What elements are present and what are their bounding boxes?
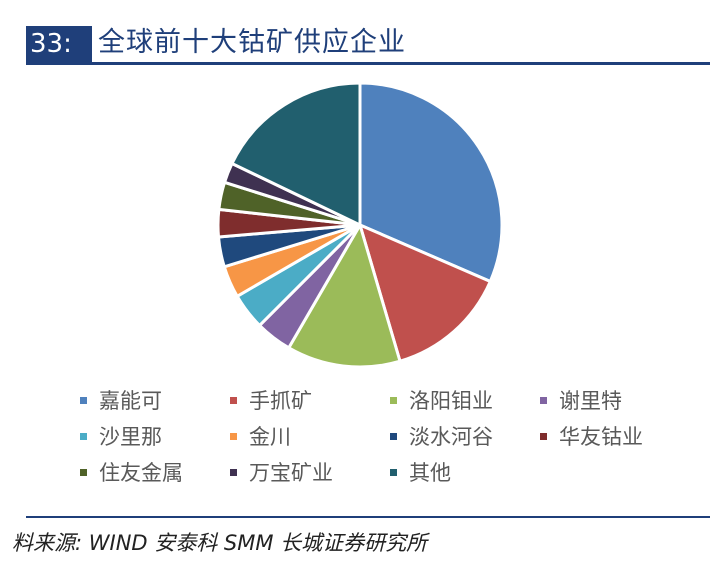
legend-item: 洛阳钼业 [390,386,493,416]
legend-swatch [80,432,87,440]
legend-item: 淡水河谷 [390,422,493,452]
pie-slice [358,81,504,284]
legend-swatch [390,432,397,440]
legend-swatch [230,432,237,440]
legend-item: 华友钴业 [540,422,643,452]
legend-item: 金川 [230,422,291,452]
legend-item: 谢里特 [540,386,622,416]
title-underline [26,62,710,65]
legend-label: 金川 [249,425,291,449]
legend-item: 万宝矿业 [230,458,333,488]
figure-header: 33: 全球前十大钴矿供应企业 [0,14,720,65]
legend-item: 手抓矿 [230,386,312,416]
figure-number: 33: [26,26,92,62]
legend-swatch [390,396,397,404]
pie-slice [357,222,493,364]
pie-slice [230,81,362,228]
legend-swatch [230,396,237,404]
legend-swatch [80,468,87,476]
legend-label: 嘉能可 [99,389,162,413]
legend-swatch [540,432,547,440]
legend-label: 华友钴业 [559,425,643,449]
figure-title: 全球前十大钴矿供应企业 [98,27,406,58]
legend-item: 住友金属 [80,458,183,488]
legend-label: 万宝矿业 [249,461,333,485]
legend-swatch [540,396,547,404]
legend-item: 沙里那 [80,422,162,452]
legend-label: 住友金属 [99,461,183,485]
legend-label: 手抓矿 [249,389,312,413]
pie-slice [286,221,402,369]
legend-label: 洛阳钼业 [409,389,493,413]
bottom-divider [26,516,710,518]
legend-label: 谢里特 [559,389,622,413]
legend-label: 其他 [409,461,451,485]
legend-item: 其他 [390,458,451,488]
legend-swatch [390,468,397,476]
legend-label: 沙里那 [99,425,162,449]
source-note: 料来源: WIND 安泰科 SMM 长城证券研究所 [12,531,428,555]
legend-swatch [80,396,87,404]
legend-label: 淡水河谷 [409,425,493,449]
legend-swatch [230,468,237,476]
legend-item: 嘉能可 [80,386,162,416]
